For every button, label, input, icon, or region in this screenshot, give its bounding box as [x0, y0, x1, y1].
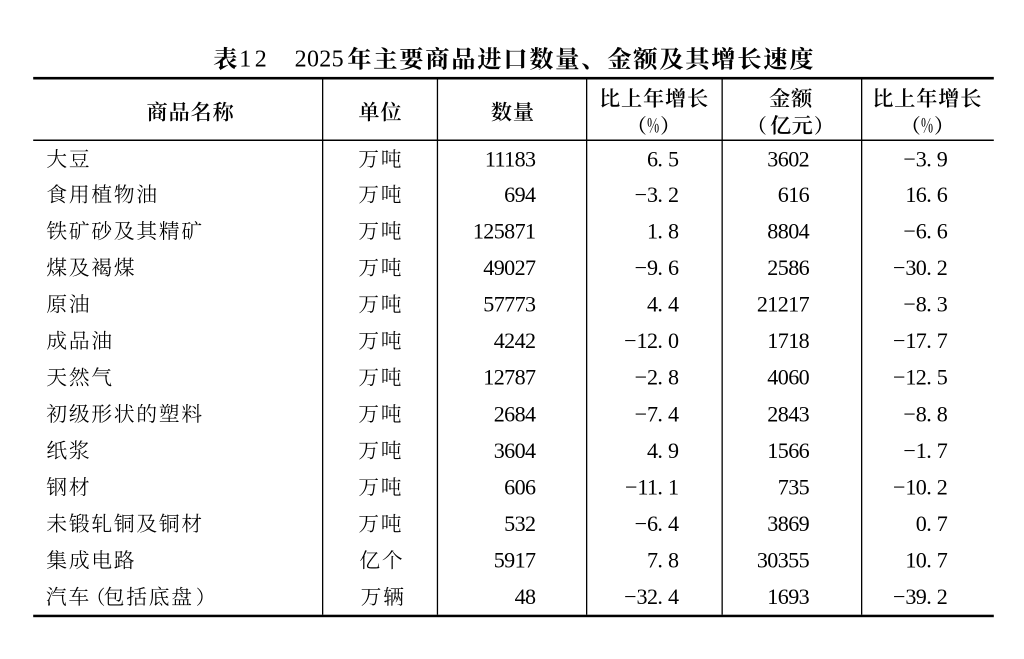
svg-text:1.8: 1. 8 — [647, 218, 679, 243]
svg-text:2586: 2586 — [767, 255, 809, 280]
svg-text:532: 532 — [504, 511, 535, 536]
svg-text:4060: 4060 — [767, 365, 809, 390]
svg-text:−39.2: −39. 2 — [893, 584, 947, 609]
svg-text:30355: 30355 — [757, 548, 810, 573]
svg-text:12787: 12787 — [483, 365, 536, 390]
svg-text:−30.2: −30. 2 — [893, 255, 947, 280]
svg-text:125871: 125871 — [473, 218, 536, 243]
svg-text:49027: 49027 — [483, 255, 536, 280]
svg-text:735: 735 — [778, 474, 810, 499]
svg-text:606: 606 — [504, 474, 536, 499]
svg-text:−3.9: −3. 9 — [903, 146, 947, 171]
svg-text:−12.5: −12. 5 — [893, 365, 948, 390]
svg-text:0.7: 0. 7 — [916, 511, 948, 536]
svg-text:616: 616 — [778, 182, 810, 207]
svg-text:2684: 2684 — [494, 401, 536, 426]
svg-text:2843: 2843 — [767, 401, 809, 426]
svg-text:4242: 4242 — [494, 328, 536, 353]
svg-text:3602: 3602 — [767, 146, 809, 171]
svg-text:21217: 21217 — [757, 292, 810, 317]
svg-text:3869: 3869 — [767, 511, 809, 536]
svg-text:−32.4: −32. 4 — [624, 584, 679, 609]
svg-text:1718: 1718 — [767, 328, 809, 353]
svg-text:1693: 1693 — [767, 584, 809, 609]
svg-text:1566: 1566 — [767, 438, 809, 463]
svg-text:8804: 8804 — [767, 218, 809, 243]
svg-text:5917: 5917 — [494, 548, 536, 573]
svg-text:−9.6: −9. 6 — [635, 255, 679, 280]
svg-text:7.8: 7. 8 — [647, 548, 679, 573]
svg-text:6.5: 6. 5 — [647, 146, 679, 171]
svg-text:3604: 3604 — [494, 438, 536, 463]
svg-text:−6.4: −6. 4 — [635, 511, 679, 536]
svg-text:−11.1: −11. 1 — [625, 474, 678, 499]
svg-text:−7.4: −7. 4 — [635, 401, 679, 426]
svg-text:10.7: 10. 7 — [905, 548, 947, 573]
svg-text:−3.2: −3. 2 — [635, 182, 679, 207]
svg-text:57773: 57773 — [483, 292, 536, 317]
svg-text:−17.7: −17. 7 — [893, 328, 948, 353]
svg-text:48: 48 — [515, 584, 536, 609]
svg-text:4.4: 4. 4 — [647, 292, 679, 317]
svg-text:12: 12 — [239, 47, 270, 73]
svg-text:−2.8: −2. 8 — [635, 365, 679, 390]
svg-text:−8.3: −8. 3 — [903, 292, 947, 317]
svg-text:−6.6: −6. 6 — [903, 218, 947, 243]
svg-text:−12.0: −12. 0 — [624, 328, 679, 353]
svg-text:2025: 2025 — [295, 47, 344, 73]
svg-text:−8.8: −8. 8 — [903, 401, 947, 426]
svg-text:4.9: 4. 9 — [647, 438, 679, 463]
svg-text:−10.2: −10. 2 — [893, 474, 947, 499]
svg-text:11183: 11183 — [485, 146, 536, 171]
svg-text:−1.7: −1. 7 — [903, 438, 947, 463]
svg-text:694: 694 — [504, 182, 536, 207]
svg-text:16.6: 16. 6 — [905, 182, 947, 207]
